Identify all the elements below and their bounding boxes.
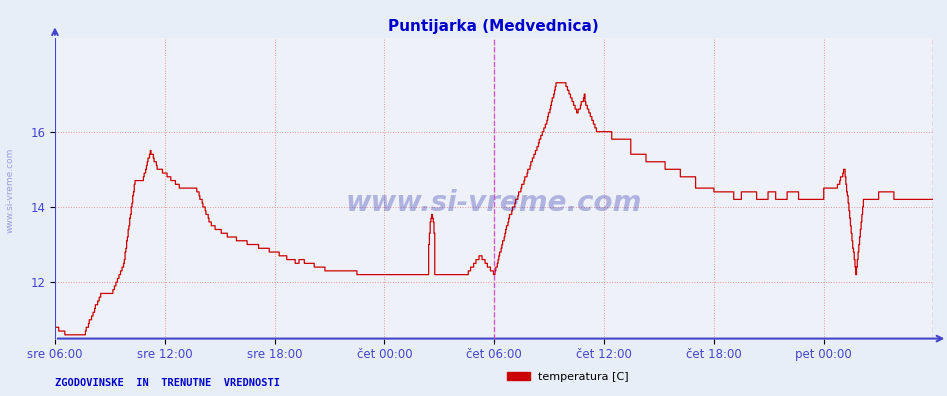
- Text: www.si-vreme.com: www.si-vreme.com: [346, 189, 642, 217]
- Title: Puntijarka (Medvednica): Puntijarka (Medvednica): [388, 19, 599, 34]
- Text: www.si-vreme.com: www.si-vreme.com: [6, 147, 15, 233]
- Text: ZGODOVINSKE  IN  TRENUTNE  VREDNOSTI: ZGODOVINSKE IN TRENUTNE VREDNOSTI: [55, 378, 280, 388]
- Legend: temperatura [C]: temperatura [C]: [503, 367, 634, 386]
